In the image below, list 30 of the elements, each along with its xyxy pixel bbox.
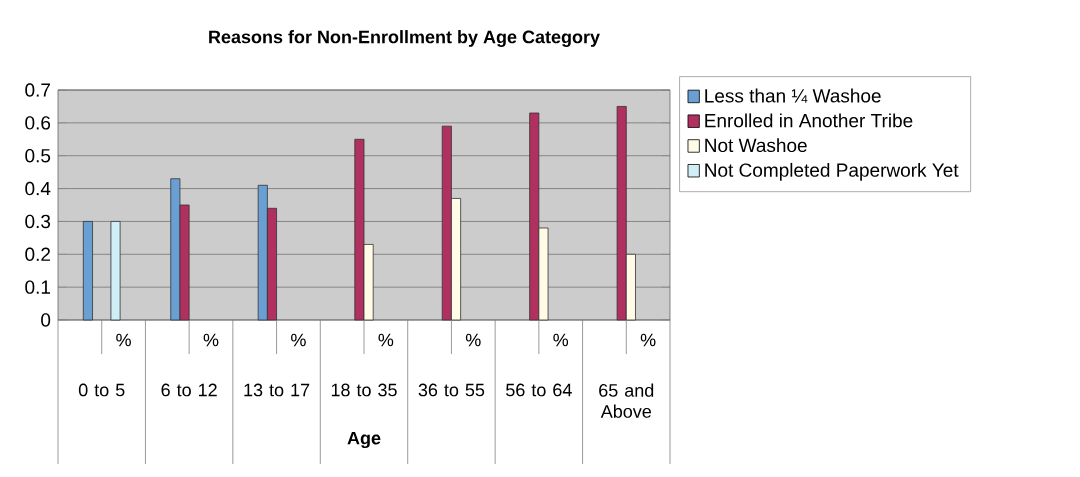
x-tick-label: 36 to 55 — [418, 383, 485, 397]
bar — [82, 221, 93, 321]
text: % — [553, 333, 569, 347]
y-tick-label: 0.6 — [25, 116, 51, 130]
y-tick-label: 0.1 — [25, 280, 50, 294]
text: % — [465, 333, 481, 347]
text: % — [378, 333, 394, 347]
bar — [110, 221, 121, 321]
chart-title: Reasons for Non-Enrollment by Age Category — [209, 30, 600, 47]
text: % — [203, 333, 219, 347]
x-tick-label: 13 to 17 — [244, 383, 310, 397]
y-tick-label: 0.5 — [25, 149, 51, 163]
x-axis-title: Age — [347, 431, 381, 449]
y-tick-label: 0.3 — [25, 214, 51, 229]
legend-label: Not Washoe — [705, 138, 807, 153]
y-tick-label: 0.2 — [25, 247, 50, 262]
y-tick-label: 0.7 — [25, 83, 50, 97]
y-tick-label: 0.4 — [25, 181, 51, 196]
x-tick-label: 65 and Above — [599, 383, 654, 418]
text: % — [116, 333, 131, 347]
x-tick-label: 18 to 35 — [331, 383, 397, 397]
legend-label: Not Completed Paperwork Yet — [705, 162, 959, 181]
text: % — [291, 333, 306, 347]
text: % — [640, 333, 656, 347]
legend-label: Enrolled in Another Tribe — [705, 113, 913, 128]
x-tick-label: 6 to 12 — [161, 383, 217, 397]
x-tick-label: 0 to 5 — [78, 383, 125, 397]
x-tick-label: 56 to 64 — [506, 383, 572, 397]
legend-label: Less than ¼ Washoe — [705, 88, 881, 103]
y-tick-label: 0 — [41, 313, 51, 327]
